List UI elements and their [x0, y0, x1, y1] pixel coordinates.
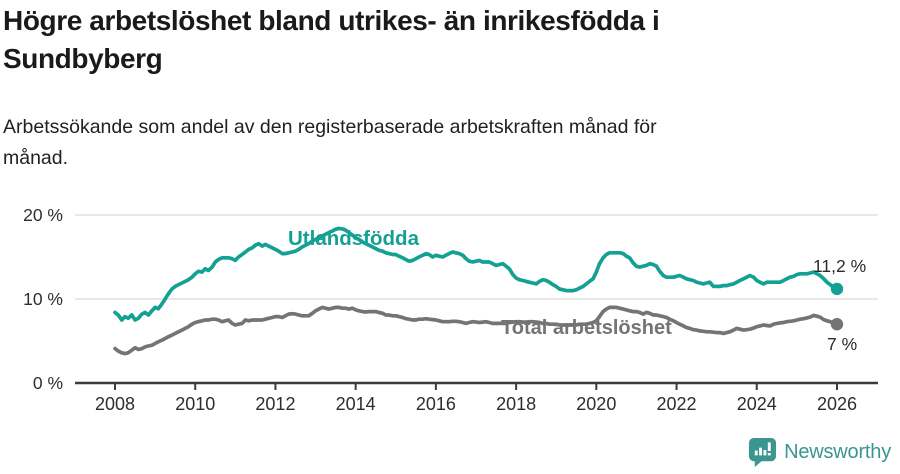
gridlines: [75, 214, 878, 300]
x-tick-label: 2010: [175, 394, 215, 414]
chart-subtitle: Arbetssökande som andel av den registerb…: [3, 112, 863, 174]
subtitle-line-2: månad.: [3, 147, 69, 169]
series-line-2: [113, 305, 839, 356]
x-tick-label: 2026: [817, 394, 857, 414]
newsworthy-icon: [749, 438, 777, 467]
series-label-utlandsfodda: Utlandsfödda: [288, 227, 419, 250]
x-tick-label: 2024: [737, 394, 777, 414]
series-line-1: [113, 226, 839, 322]
end-value-label-utlandsfodda: 11,2 %: [813, 256, 867, 276]
end-value-label-total: 7 %: [827, 334, 858, 354]
x-tick-label: 2014: [336, 394, 376, 414]
x-tick-label: 2020: [576, 394, 616, 414]
page-title: Högre arbetslöshet bland utrikes- än inr…: [3, 2, 883, 78]
end-dot-1: [830, 282, 844, 296]
newsworthy-wordmark: Newsworthy: [784, 441, 891, 463]
title-line-1: Högre arbetslöshet bland utrikes- än inr…: [3, 5, 660, 36]
logo-bar-chart-glyph: [754, 442, 771, 456]
end-markers: [830, 282, 844, 331]
logo-bubble-shape: [749, 438, 777, 467]
x-axis: [75, 381, 878, 390]
newsworthy-logo: Newsworthy: [748, 437, 891, 468]
end-dot-2: [830, 318, 844, 331]
x-tick-label: 2018: [496, 394, 536, 414]
x-tick-label: 2022: [657, 394, 697, 414]
y-tick-label: 0 %: [33, 373, 63, 393]
x-axis-labels: 2008 2010 2012 2014 2016 2018 2020 2022 2024 2026: [95, 394, 857, 414]
y-tick-label: 10 %: [23, 289, 63, 309]
subtitle-line-1: Arbetssökande som andel av den registerb…: [3, 116, 657, 138]
x-tick-label: 2008: [95, 394, 135, 414]
title-line-2: Sundbyberg: [3, 43, 163, 74]
y-tick-label: 20 %: [23, 205, 63, 225]
x-tick-label: 2012: [255, 394, 295, 414]
series-lines: [113, 226, 839, 356]
y-axis-labels: 0 % 10 % 20 %: [23, 205, 63, 393]
series-label-total-arbetsloshet: Total arbetslöshet: [501, 317, 672, 339]
x-tick-label: 2016: [416, 394, 456, 414]
